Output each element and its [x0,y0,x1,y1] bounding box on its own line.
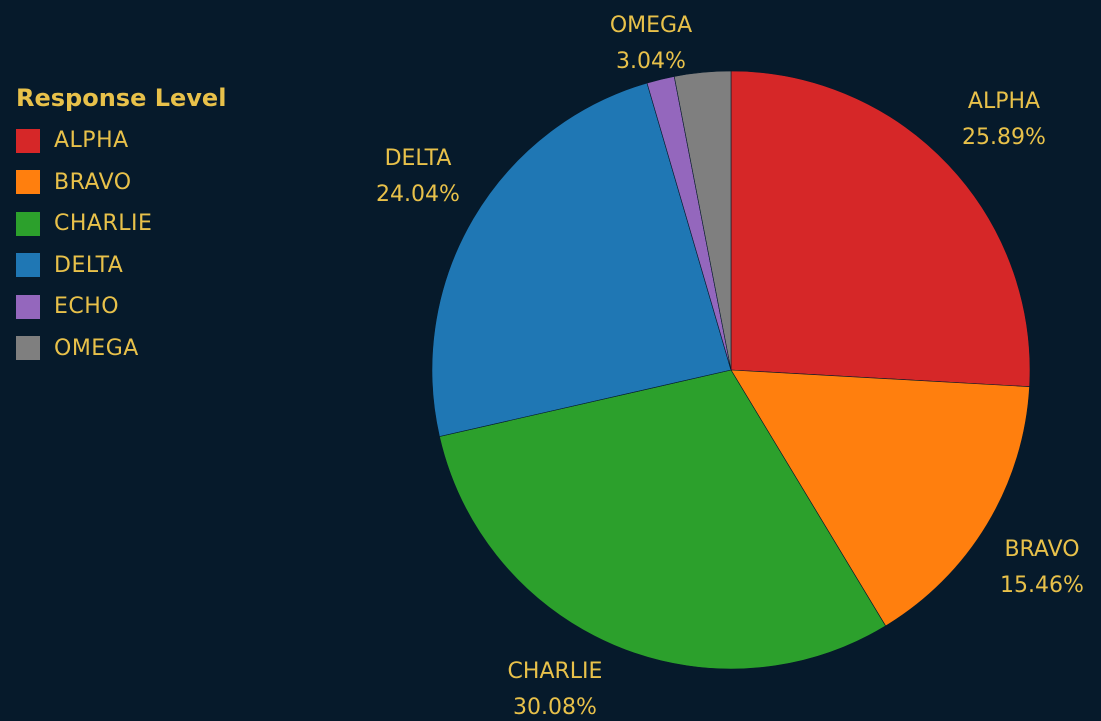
pie-slice-alpha[interactable] [730,70,1031,388]
slice-label-alpha: ALPHA [968,89,1040,114]
legend-item-delta[interactable]: DELTA [16,245,226,287]
slice-value-bravo: 15.46% [1000,573,1084,598]
pie-slices [431,70,1031,670]
legend: Response Level ALPHA BRAVO CHARLIE DELTA ECH… [16,84,226,369]
legend-items: ALPHA BRAVO CHARLIE DELTA ECHO OMEGA [16,120,226,369]
legend-label: ECHO [54,294,120,320]
slice-label-omega: OMEGA [610,13,692,38]
legend-label: ALPHA [54,128,129,154]
legend-label: CHARLIE [54,211,153,237]
legend-item-bravo[interactable]: BRAVO [16,162,226,204]
legend-swatch [16,336,40,361]
slice-value-alpha: 25.89% [962,125,1046,150]
legend-swatch [16,294,40,319]
legend-label: DELTA [54,252,124,278]
legend-title: Response Level [16,84,227,112]
legend-item-alpha[interactable]: ALPHA [16,120,226,162]
legend-swatch [16,128,40,153]
legend-swatch [16,253,40,278]
legend-swatch [16,170,40,195]
slice-value-omega: 3.04% [616,49,686,74]
pie-slice-bravo[interactable] [730,369,1030,627]
pie-slice-omega[interactable] [673,70,732,371]
pie-slice-delta[interactable] [431,82,732,437]
slice-label-delta: DELTA [385,146,452,171]
pie-labels: ALPHA 25.89% BRAVO 15.46% CHARLIE 30.08% DELTA… [376,13,1084,720]
legend-item-omega[interactable]: OMEGA [16,328,226,370]
legend-item-charlie[interactable]: CHARLIE [16,203,226,245]
legend-label: OMEGA [54,335,139,361]
legend-label: BRAVO [54,169,132,195]
pie-slice-charlie[interactable] [439,369,887,670]
slice-label-charlie: CHARLIE [508,659,603,684]
slice-label-bravo: BRAVO [1004,537,1079,562]
slice-value-delta: 24.04% [376,182,460,207]
legend-swatch [16,211,40,236]
slice-value-charlie: 30.08% [513,695,597,720]
legend-item-echo[interactable]: ECHO [16,286,226,328]
